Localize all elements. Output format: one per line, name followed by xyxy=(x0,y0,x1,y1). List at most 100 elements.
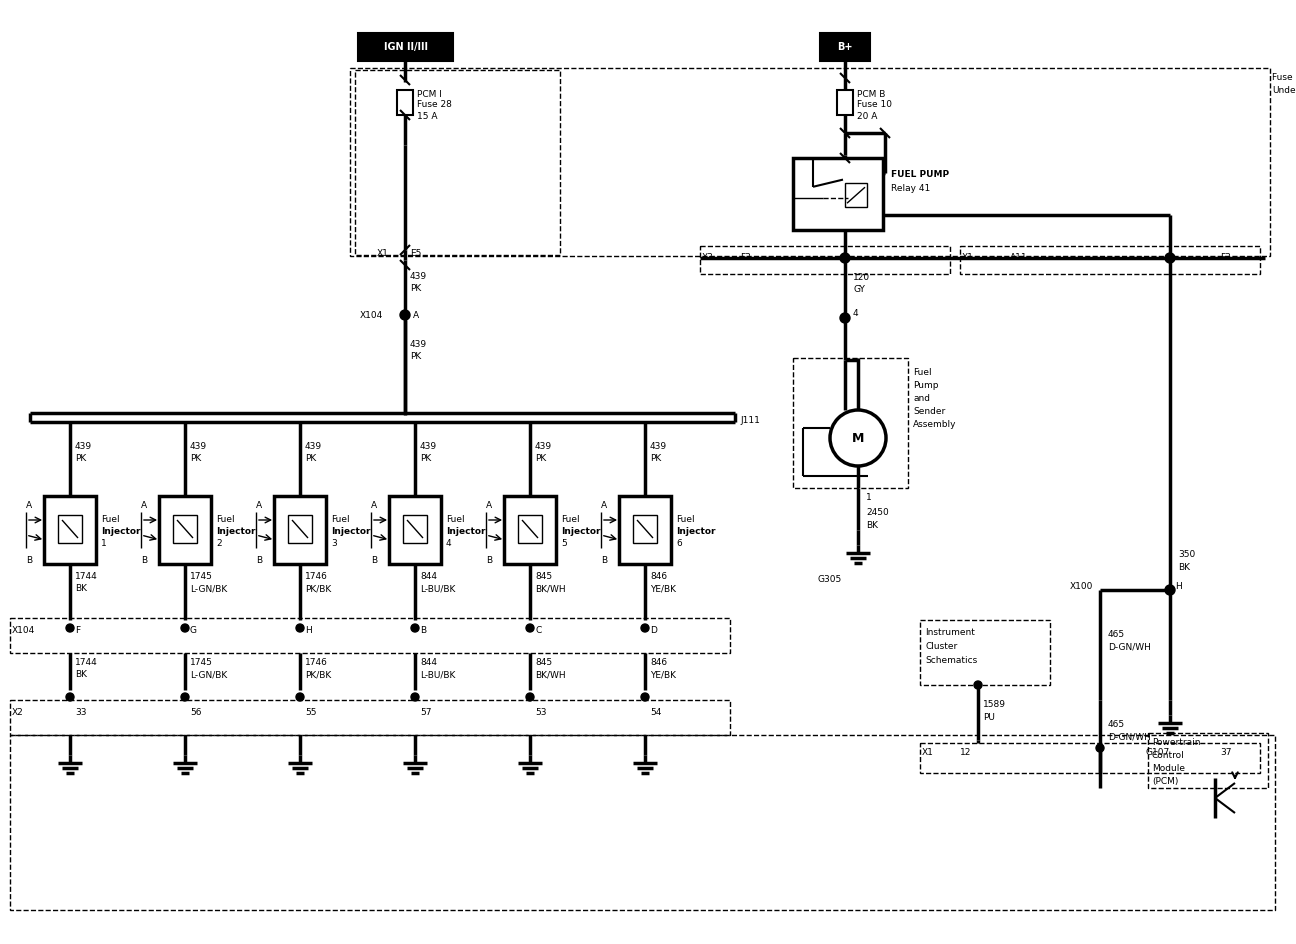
Text: 12: 12 xyxy=(960,748,972,757)
Text: BK: BK xyxy=(1178,563,1190,572)
Text: X3: X3 xyxy=(702,253,714,262)
Text: 439: 439 xyxy=(420,442,437,451)
Text: 465: 465 xyxy=(1108,720,1125,729)
Text: G107: G107 xyxy=(1144,748,1169,757)
Text: J111: J111 xyxy=(740,416,759,425)
Bar xyxy=(172,515,197,543)
Text: Schematics: Schematics xyxy=(925,656,977,665)
Text: A: A xyxy=(257,501,262,510)
Circle shape xyxy=(642,624,649,632)
Text: 120: 120 xyxy=(853,273,870,282)
Text: 5: 5 xyxy=(561,539,566,548)
Text: B+: B+ xyxy=(837,42,853,52)
Text: Fuel: Fuel xyxy=(446,515,465,524)
Text: A: A xyxy=(486,501,492,510)
Text: 55: 55 xyxy=(305,708,316,717)
Text: A: A xyxy=(371,501,377,510)
Bar xyxy=(389,496,441,564)
Text: Fuse 10: Fuse 10 xyxy=(857,100,892,109)
Bar xyxy=(273,496,327,564)
Text: A: A xyxy=(26,501,32,510)
Text: PK/BK: PK/BK xyxy=(305,584,332,593)
Text: Fuel: Fuel xyxy=(677,515,695,524)
Text: A: A xyxy=(601,501,607,510)
Circle shape xyxy=(840,313,850,323)
Bar xyxy=(403,515,426,543)
Bar xyxy=(44,496,96,564)
Text: 845: 845 xyxy=(535,572,552,581)
Circle shape xyxy=(295,693,305,701)
Text: A: A xyxy=(141,501,148,510)
Text: YE/BK: YE/BK xyxy=(651,584,677,593)
Text: 54: 54 xyxy=(651,708,661,717)
Text: Fuel: Fuel xyxy=(912,368,932,377)
Text: B: B xyxy=(26,556,32,565)
Bar xyxy=(793,158,883,230)
Circle shape xyxy=(1165,585,1175,595)
Text: and: and xyxy=(912,394,931,403)
Text: 33: 33 xyxy=(75,708,87,717)
Text: 846: 846 xyxy=(651,572,667,581)
Bar xyxy=(845,183,867,207)
Text: 6: 6 xyxy=(677,539,682,548)
Text: 53: 53 xyxy=(535,708,547,717)
Text: PK: PK xyxy=(191,454,201,463)
Text: 4: 4 xyxy=(853,309,859,317)
Text: H: H xyxy=(305,626,312,635)
Bar xyxy=(10,700,730,735)
Text: 439: 439 xyxy=(191,442,207,451)
Text: PCM B: PCM B xyxy=(857,90,885,99)
Text: 3: 3 xyxy=(330,539,337,548)
Text: X2: X2 xyxy=(12,708,23,717)
Text: A11: A11 xyxy=(1010,253,1028,262)
Text: BK/WH: BK/WH xyxy=(535,670,565,679)
Text: PK: PK xyxy=(410,352,421,361)
Text: L-GN/BK: L-GN/BK xyxy=(191,584,227,593)
Text: Injector: Injector xyxy=(677,527,715,536)
Circle shape xyxy=(66,693,74,701)
Text: Powertrain: Powertrain xyxy=(1152,738,1200,747)
Text: BK: BK xyxy=(866,521,877,530)
Text: H: H xyxy=(1175,582,1182,591)
Circle shape xyxy=(411,693,419,701)
Text: C: C xyxy=(535,626,542,635)
Text: Instrument: Instrument xyxy=(925,628,975,637)
Text: PK: PK xyxy=(420,454,432,463)
Text: X1: X1 xyxy=(377,248,389,258)
Text: M: M xyxy=(851,431,864,445)
Text: 56: 56 xyxy=(191,708,201,717)
Bar xyxy=(397,90,413,115)
Bar xyxy=(793,358,908,488)
Bar xyxy=(10,735,1275,910)
Text: 2: 2 xyxy=(216,539,222,548)
Text: BK: BK xyxy=(75,584,87,593)
Circle shape xyxy=(181,693,189,701)
Text: BK: BK xyxy=(75,670,87,679)
Text: Underhood: Underhood xyxy=(1271,86,1296,95)
Text: Fuse Block -: Fuse Block - xyxy=(1271,73,1296,82)
Text: 845: 845 xyxy=(535,658,552,667)
Bar xyxy=(288,515,312,543)
Text: L-BU/BK: L-BU/BK xyxy=(420,584,455,593)
Text: Fuel: Fuel xyxy=(330,515,350,524)
Text: PK: PK xyxy=(75,454,87,463)
Text: 846: 846 xyxy=(651,658,667,667)
Text: Injector: Injector xyxy=(216,527,255,536)
Text: Fuel: Fuel xyxy=(101,515,119,524)
Bar xyxy=(619,496,671,564)
Text: 350: 350 xyxy=(1178,550,1195,559)
Text: (PCM): (PCM) xyxy=(1152,777,1178,786)
Bar xyxy=(350,68,1270,256)
Text: B: B xyxy=(486,556,492,565)
Text: L-GN/BK: L-GN/BK xyxy=(191,670,227,679)
Circle shape xyxy=(1165,253,1175,263)
Circle shape xyxy=(181,624,189,632)
Bar xyxy=(837,90,853,115)
Text: Pump: Pump xyxy=(912,381,938,390)
Text: 439: 439 xyxy=(410,340,428,349)
Text: FUEL PUMP: FUEL PUMP xyxy=(892,170,949,179)
Circle shape xyxy=(840,253,850,263)
Text: B: B xyxy=(141,556,148,565)
Text: Injector: Injector xyxy=(330,527,371,536)
Bar xyxy=(358,33,454,61)
